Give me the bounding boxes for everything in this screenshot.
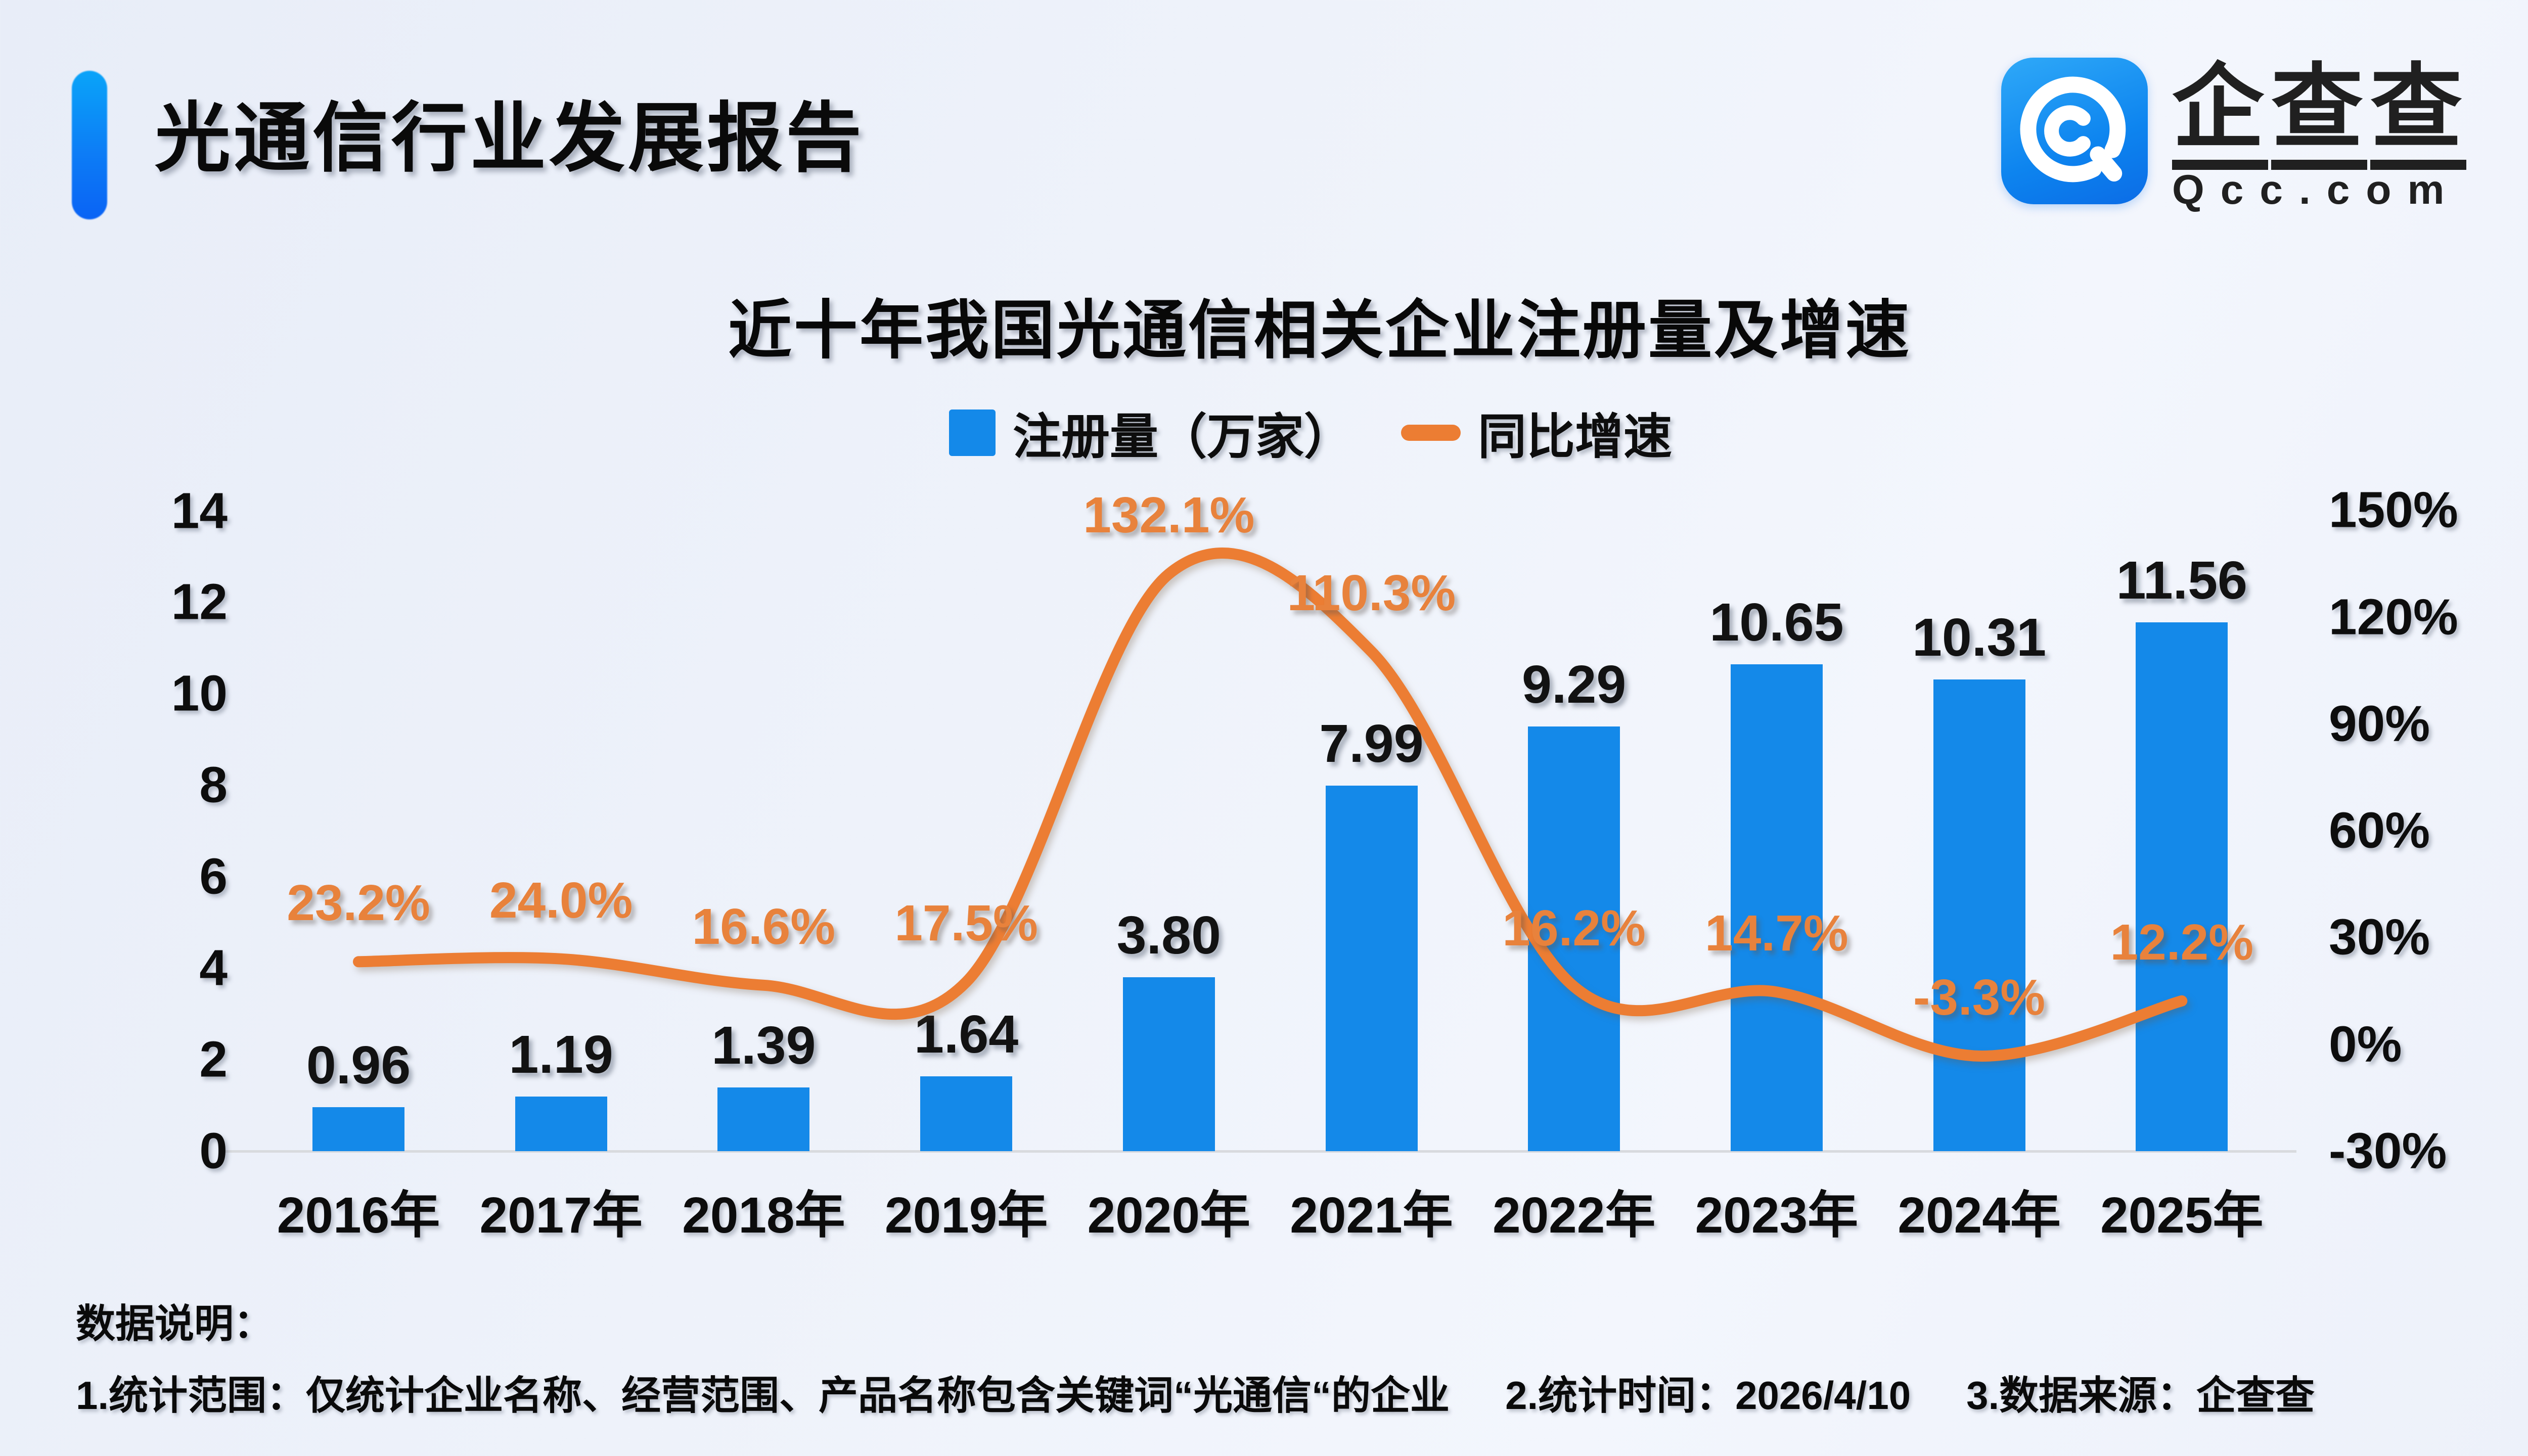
qcc-logo-domain: Qcc.com [2172,166,2461,213]
bar-2019年 [920,1076,1013,1151]
right-axis-tick: 150% [2329,481,2458,538]
right-axis-tick: -30% [2329,1122,2447,1179]
bar-value-label: 9.29 [1522,654,1627,714]
x-axis-label: 2020年 [1087,1187,1251,1244]
left-axis-tick: 6 [199,848,228,905]
growth-value-label: 23.2% [287,875,430,932]
legend-line-swatch [1401,424,1461,441]
left-axis-tick: 0 [199,1122,228,1179]
left-axis-tick: 2 [199,1031,228,1088]
footer-heading: 数据说明： [76,1301,274,1346]
right-axis-tick: 0% [2329,1016,2402,1073]
bar-2024年 [1933,679,2025,1151]
x-axis-label: 2021年 [1290,1187,1453,1244]
bar-value-label: 7.99 [1319,714,1424,774]
bar-2016年 [312,1107,404,1151]
bar-2020年 [1122,977,1215,1151]
legend-bar-label: 注册量（万家） [1013,410,1352,464]
x-axis-label: 2016年 [277,1187,440,1244]
growth-value-label: 14.7% [1705,905,1848,962]
x-axis-label: 2023年 [1695,1187,1859,1244]
growth-value-label: 16.6% [692,898,836,955]
title-accent-bar [72,71,107,219]
bar-value-label: 1.39 [711,1016,816,1076]
growth-value-label: 12.2% [2110,914,2254,971]
qcc-logo-icon [2001,58,2148,204]
right-axis-tick: 120% [2329,588,2458,645]
bar-2017年 [515,1097,607,1151]
growth-value-label: 24.0% [489,872,633,929]
page-title: 光通信行业发展报告 [155,96,865,180]
x-axis-line [221,1150,2296,1153]
x-axis-label: 2019年 [884,1187,1048,1244]
footer-note: 3.数据来源：企查查 [1966,1373,2315,1418]
growth-value-label: 16.2% [1502,899,1646,957]
x-axis-label: 2018年 [682,1187,845,1244]
x-axis-label: 2022年 [1492,1187,1656,1244]
growth-value-label: 110.3% [1287,564,1456,621]
growth-value-label: 132.1% [1083,487,1255,544]
footer-notes: 1.统计范围：仅统计企业名称、经营范围、产品名称包含关键词“光通信“的企业 2.… [76,1364,2370,1421]
bar-2022年 [1528,726,1620,1151]
chart-legend: 注册量（万家） 同比增速 [949,397,1672,468]
bar-value-label: 11.56 [2116,551,2248,611]
bar-2021年 [1325,786,1418,1151]
left-axis-tick: 12 [171,573,228,630]
left-axis-tick: 10 [171,665,228,722]
bar-value-label: 10.65 [1709,592,1844,652]
legend-line-label: 同比增速 [1478,410,1672,464]
growth-value-label: 17.5% [894,895,1038,952]
x-axis-label: 2024年 [1898,1187,2061,1244]
left-axis-tick: 14 [171,482,228,539]
bar-value-label: 3.80 [1116,905,1221,966]
bar-2025年 [2136,622,2228,1151]
legend-bar-swatch [949,409,996,456]
bar-value-label: 1.19 [509,1025,613,1085]
footer-note: 2.统计时间：2026/4/10 [1505,1373,1911,1418]
right-axis-tick: 30% [2329,908,2430,966]
x-axis-label: 2025年 [2100,1187,2264,1244]
x-axis-label: 2017年 [479,1187,643,1244]
bar-value-label: 10.31 [1912,608,2047,668]
bar-value-label: 1.64 [914,1004,1019,1064]
qcc-logo: 企查查 Qcc.com [2001,56,2487,213]
right-axis-tick: 60% [2329,802,2430,859]
right-axis-tick: 90% [2329,695,2430,752]
footer-note: 1.统计范围：仅统计企业名称、经营范围、产品名称包含关键词“光通信“的企业 [76,1373,1450,1418]
bar-value-label: 0.96 [306,1035,411,1096]
growth-value-label: -3.3% [1913,969,2046,1026]
left-axis-tick: 4 [199,939,228,996]
bar-2018年 [717,1087,810,1151]
bar-2023年 [1730,664,1823,1151]
chart-title: 近十年我国光通信相关企业注册量及增速 [728,295,1911,366]
left-axis-tick: 8 [199,756,228,813]
qcc-logo-name: 企查查 [2172,56,2469,170]
qcc-logo-text: 企查查 Qcc.com [2172,56,2469,213]
